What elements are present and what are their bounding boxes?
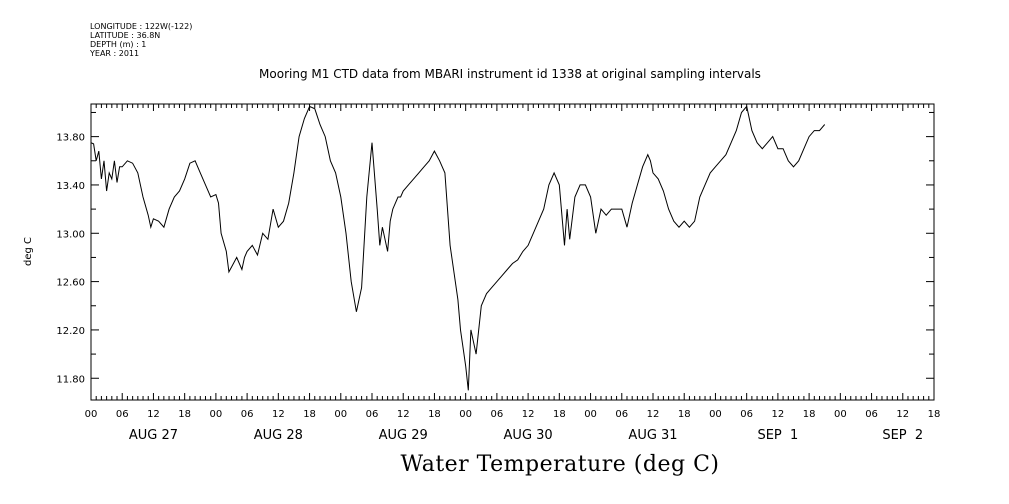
- x-hour-label: 18: [928, 409, 941, 420]
- x-hour-label: 00: [334, 409, 347, 420]
- x-hour-label: 00: [459, 409, 472, 420]
- x-hour-label: 00: [85, 409, 98, 420]
- x-hour-label: 12: [772, 409, 785, 420]
- x-hour-label: 06: [241, 409, 254, 420]
- y-tick-label: 13.80: [56, 133, 85, 144]
- x-day-label: SEP 1: [757, 428, 798, 443]
- x-day-label: SEP 2: [882, 428, 923, 443]
- x-day-label: AUG 31: [628, 428, 677, 443]
- y-tick-label: 11.80: [56, 374, 85, 385]
- x-hour-label: 12: [647, 409, 660, 420]
- x-hour-label: 18: [803, 409, 816, 420]
- x-hour-label: 12: [272, 409, 285, 420]
- x-hour-label: 00: [709, 409, 722, 420]
- x-day-label: AUG 29: [379, 428, 428, 443]
- chart-title: Mooring M1 CTD data from MBARI instrumen…: [259, 67, 761, 81]
- x-day-label: AUG 28: [254, 428, 303, 443]
- y-tick-label: 13.00: [56, 229, 85, 240]
- x-hour-label: 06: [615, 409, 628, 420]
- x-hour-label: 18: [553, 409, 566, 420]
- meta-longitude: LONGITUDE : 122W(-122): [90, 22, 193, 31]
- x-day-label: AUG 30: [504, 428, 553, 443]
- x-hour-label: 18: [428, 409, 441, 420]
- x-hour-label: 00: [834, 409, 847, 420]
- plot-frame: [90, 103, 935, 401]
- y-tick-label: 12.60: [56, 278, 85, 289]
- x-hour-label: 06: [491, 409, 504, 420]
- x-hour-label: 00: [210, 409, 223, 420]
- y-tick-label: 12.20: [56, 326, 85, 337]
- x-axis: 00 06 12 18 00 06 12 18 00 06 12 18 00 06 12 18 00 06 12 18…: [85, 104, 941, 443]
- x-hour-label: 06: [366, 409, 379, 420]
- x-hour-label: 12: [522, 409, 535, 420]
- x-hour-label: 18: [303, 409, 316, 420]
- x-hour-label: 12: [147, 409, 160, 420]
- x-hour-label: 12: [397, 409, 410, 420]
- temperature-series-line: [90, 105, 826, 391]
- meta-depth: DEPTH (m) : 1: [90, 40, 147, 49]
- meta-year: YEAR : 2011: [90, 49, 140, 58]
- x-hour-label: 06: [116, 409, 129, 420]
- meta-latitude: LATITUDE : 36.8N: [90, 31, 161, 40]
- x-hour-label: 12: [896, 409, 909, 420]
- x-hour-label: 18: [678, 409, 691, 420]
- x-axis-title: Water Temperature (deg C): [400, 452, 720, 477]
- x-hour-label: 00: [584, 409, 597, 420]
- y-tick-label: 13.40: [56, 181, 85, 192]
- x-day-label: AUG 27: [129, 428, 178, 443]
- x-hour-label: 18: [178, 409, 191, 420]
- y-axis: 11.80 12.20 12.60 13.00 13.40 13.80: [56, 111, 934, 385]
- x-hour-label: 06: [740, 409, 753, 420]
- x-hour-label: 06: [865, 409, 878, 420]
